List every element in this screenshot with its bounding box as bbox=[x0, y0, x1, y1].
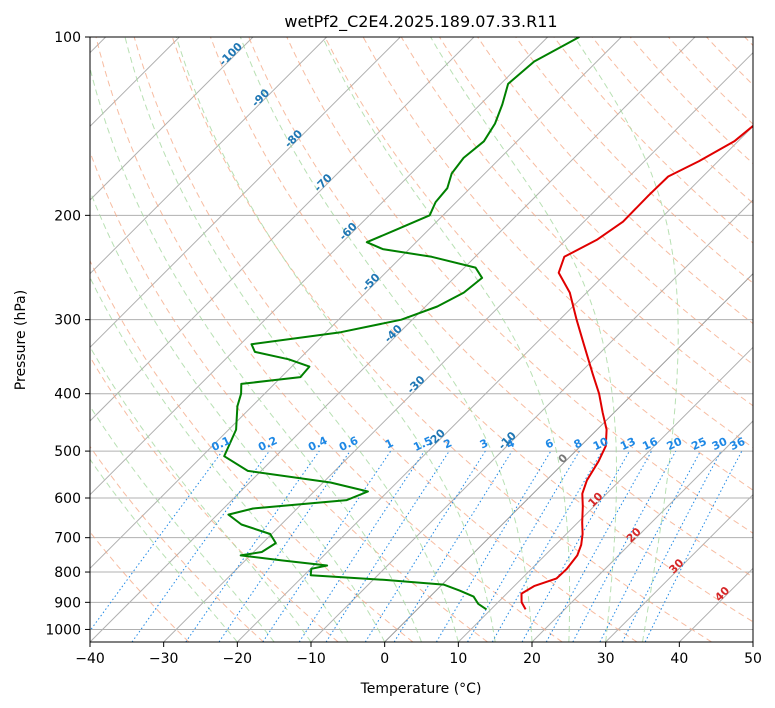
isotherm-line bbox=[457, 346, 753, 642]
mixing-ratio-line bbox=[435, 450, 552, 642]
moist-adiabat-line bbox=[124, 37, 459, 642]
x-tick-label: −40 bbox=[75, 651, 105, 667]
mixing-ratio-label: 20 bbox=[665, 435, 685, 453]
mixing-ratio-line bbox=[545, 450, 653, 642]
isotherm-line bbox=[236, 125, 753, 642]
plot-background bbox=[90, 37, 753, 642]
dry-adiabat-line bbox=[171, 37, 712, 642]
mixing-ratio-line bbox=[467, 450, 580, 642]
grid-layer bbox=[90, 37, 753, 642]
dry-adiabat-line bbox=[90, 445, 264, 642]
dry-adiabat-line bbox=[477, 37, 753, 325]
mixing-ratio-line bbox=[521, 450, 630, 642]
dry-adiabat-line bbox=[515, 37, 753, 284]
x-tick-label: 40 bbox=[670, 651, 688, 667]
moist-adiabat-line bbox=[430, 37, 617, 642]
y-axis-label: Pressure (hPa) bbox=[13, 290, 29, 390]
isotherm-line bbox=[90, 37, 475, 422]
dry-adiabat-line bbox=[95, 37, 563, 642]
moist-adiabat-line bbox=[175, 37, 496, 642]
dry-adiabat-line bbox=[362, 37, 753, 449]
mixing-ratio-line bbox=[185, 450, 320, 642]
x-tick-label: −10 bbox=[296, 651, 326, 667]
isotherm-line bbox=[384, 272, 753, 642]
mixing-ratio-line bbox=[572, 450, 677, 642]
dry-adiabat-line bbox=[210, 37, 753, 623]
ticks-layer: −40 −30 −20 −10 0 10 20 30 40 50 1000 900 800 700 600 5… bbox=[45, 30, 762, 667]
mixing-ratio-line bbox=[325, 450, 450, 642]
moist-adiabat-line bbox=[90, 405, 275, 642]
isotherm-line bbox=[90, 37, 549, 496]
isotherm-line bbox=[90, 37, 622, 570]
moist-adiabat-line bbox=[574, 37, 679, 642]
moist-adiabat-line bbox=[90, 189, 386, 642]
mixing-ratio-line bbox=[393, 450, 513, 642]
mixing-ratio-label: 36 bbox=[728, 435, 748, 453]
curves-layer bbox=[223, 37, 753, 611]
isotherm-line bbox=[163, 51, 753, 642]
moist-adiabat-line bbox=[239, 37, 533, 642]
dry-adiabat-line bbox=[400, 37, 753, 407]
y-tick-label: 1000 bbox=[45, 622, 81, 638]
mixing-ratio-label: 30 bbox=[710, 435, 730, 453]
isotherm-line bbox=[752, 641, 753, 642]
x-tick-label: 30 bbox=[597, 651, 615, 667]
isotherm-line bbox=[90, 37, 254, 201]
y-tick-label: 300 bbox=[54, 313, 81, 329]
x-tick-label: 0 bbox=[380, 651, 389, 667]
background-lines bbox=[90, 37, 753, 642]
mixing-ratio-label: 25 bbox=[689, 435, 708, 453]
moist-adiabat-line bbox=[90, 276, 349, 642]
dry-adiabat-line bbox=[133, 37, 638, 642]
y-tick-label: 400 bbox=[54, 387, 81, 403]
temperature-profile-line bbox=[520, 124, 753, 610]
moist-adiabat-line bbox=[90, 65, 422, 642]
y-tick-label: 200 bbox=[54, 208, 81, 224]
dry-adiabat-line bbox=[324, 37, 753, 491]
chart-title: wetPf2_C2E4.2025.189.07.33.R11 bbox=[284, 12, 557, 32]
x-tick-label: 50 bbox=[744, 651, 762, 667]
isotherm-line bbox=[90, 37, 328, 275]
y-tick-label: 600 bbox=[54, 491, 81, 507]
y-tick-label: 800 bbox=[54, 565, 81, 581]
x-tick-label: −20 bbox=[223, 651, 253, 667]
moist-adiabat-line bbox=[90, 345, 312, 642]
isotherm-line bbox=[90, 37, 401, 349]
isotherm-line bbox=[531, 420, 753, 642]
moist-adiabat-line bbox=[90, 458, 238, 642]
y-tick-label: 100 bbox=[54, 30, 81, 46]
mixing-ratio-line bbox=[131, 450, 270, 642]
mixing-ratio-label: 16 bbox=[640, 435, 660, 453]
y-tick-label: 700 bbox=[54, 531, 81, 547]
dry-adiabat-line bbox=[591, 37, 753, 204]
x-axis-label: Temperature (°C) bbox=[360, 681, 482, 697]
y-tick-label: 500 bbox=[54, 444, 81, 460]
mixing-ratio-label: 10 bbox=[591, 435, 611, 453]
x-tick-label: 20 bbox=[523, 651, 541, 667]
dry-adiabat-line bbox=[90, 259, 414, 642]
dry-adiabat-line bbox=[629, 37, 753, 165]
x-tick-label: 10 bbox=[449, 651, 467, 667]
mixing-ratio-line bbox=[364, 450, 486, 642]
isotherm-line bbox=[605, 493, 753, 642]
x-tick-label: −30 bbox=[149, 651, 179, 667]
mixing-ratio-line bbox=[90, 450, 223, 632]
y-tick-label: 900 bbox=[54, 595, 81, 611]
dry-adiabat-line bbox=[248, 37, 753, 578]
dewpoint-profile-line bbox=[223, 37, 580, 611]
mixing-ratio-line bbox=[491, 450, 603, 642]
plot-frame bbox=[89, 36, 754, 643]
mixing-ratio-label: 13 bbox=[618, 435, 637, 453]
